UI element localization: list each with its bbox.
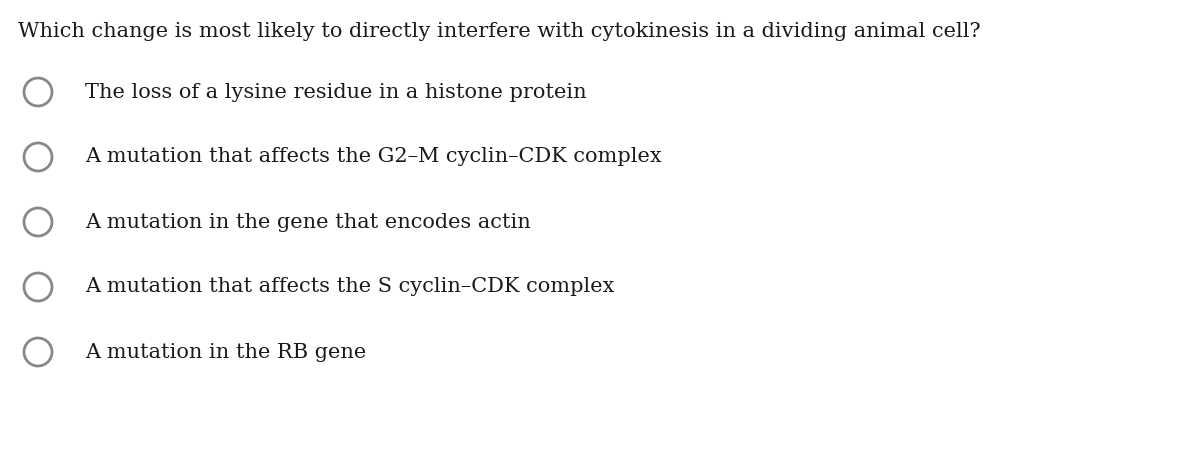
Text: A mutation that affects the G2–M cyclin–CDK complex: A mutation that affects the G2–M cyclin–…	[85, 147, 661, 167]
Text: A mutation in the gene that encodes actin: A mutation in the gene that encodes acti…	[85, 212, 530, 232]
Text: A mutation that affects the S cyclin–CDK complex: A mutation that affects the S cyclin–CDK…	[85, 277, 614, 297]
Text: Which change is most likely to directly interfere with cytokinesis in a dividing: Which change is most likely to directly …	[18, 22, 980, 41]
Text: A mutation in the RB gene: A mutation in the RB gene	[85, 342, 366, 362]
Text: The loss of a lysine residue in a histone protein: The loss of a lysine residue in a histon…	[85, 82, 587, 101]
